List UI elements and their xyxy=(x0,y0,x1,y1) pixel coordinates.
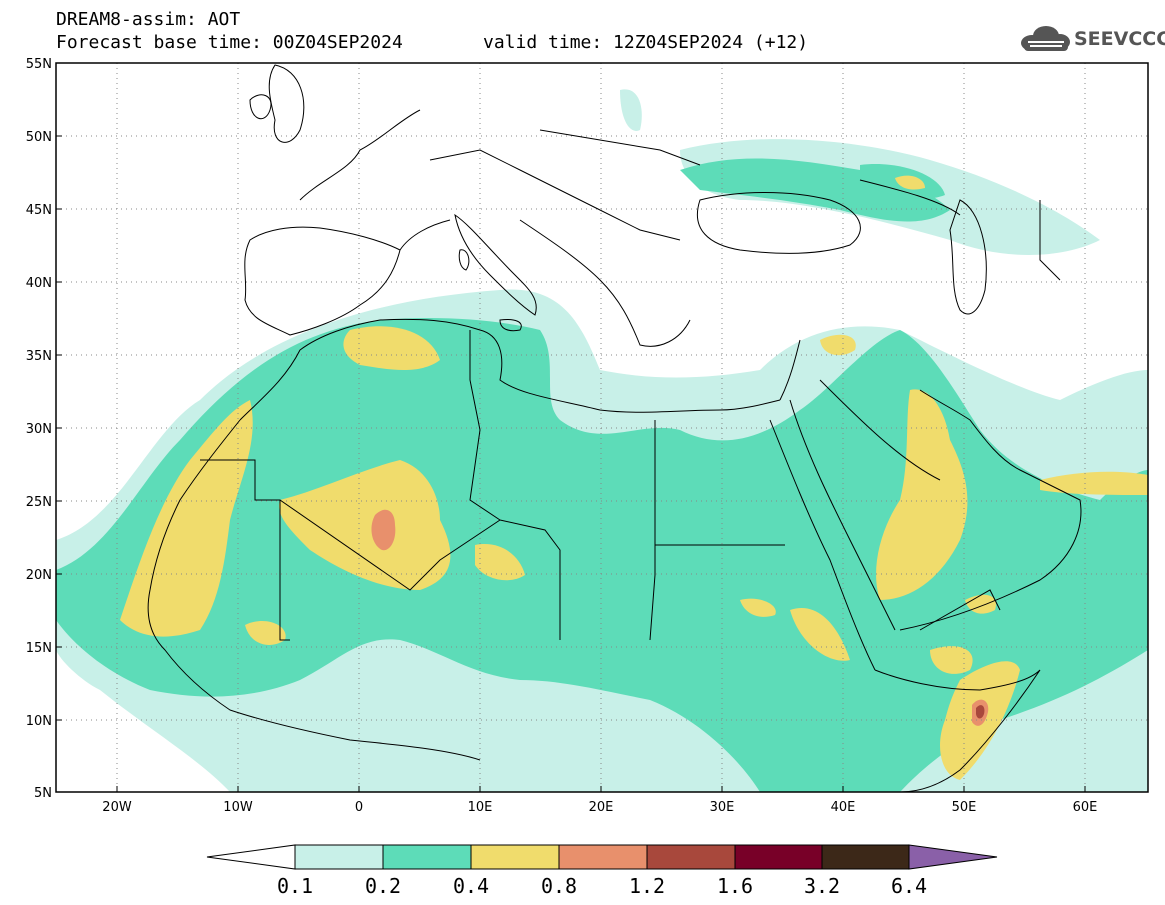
colorbar-over-arrow xyxy=(908,844,998,870)
colorbar-label: 0.4 xyxy=(453,874,489,898)
cloud-icon xyxy=(1021,26,1070,51)
coastlines xyxy=(147,64,1082,792)
lat-label: 30N xyxy=(26,422,52,437)
lon-label: 10W xyxy=(223,800,253,815)
colorbar-swatch xyxy=(646,844,736,870)
colorbar-swatch xyxy=(734,844,823,870)
valid-time: valid time: 12Z04SEP2024 (+12) xyxy=(483,32,809,53)
colorbar-labels: 0.1 0.2 0.4 0.8 1.2 1.6 3.2 6.4 xyxy=(277,874,927,898)
colorbar-swatch xyxy=(382,844,472,870)
lon-label: 50E xyxy=(952,800,977,815)
longitude-labels: 20W 10W 0 10E 20E 30E 40E 50E 60E xyxy=(102,800,1097,815)
colorbar-label: 0.2 xyxy=(365,874,401,898)
colorbar-label: 0.1 xyxy=(277,874,313,898)
lon-label: 60E xyxy=(1073,800,1098,815)
logo-text: SEEVCCC xyxy=(1074,28,1165,50)
lon-label: 20W xyxy=(102,800,132,815)
colorbar-swatch xyxy=(558,844,648,870)
lat-label: 50N xyxy=(26,130,52,145)
colorbar-swatch xyxy=(470,844,560,870)
lon-label: 20E xyxy=(589,800,614,815)
lat-label: 35N xyxy=(26,349,52,364)
aot-field xyxy=(56,89,1148,792)
latitude-labels: 55N 50N 45N 40N 35N 30N 25N 20N 15N 10N … xyxy=(26,57,52,801)
lat-label: 40N xyxy=(26,276,52,291)
colorbar xyxy=(206,844,998,870)
colorbar-label: 1.2 xyxy=(629,874,665,898)
axis-ticks xyxy=(56,135,1086,792)
lat-label: 25N xyxy=(26,495,52,510)
lat-label: 15N xyxy=(26,641,52,656)
lon-label: 30E xyxy=(710,800,735,815)
colorbar-label: 3.2 xyxy=(804,874,840,898)
forecast-base-time: Forecast base time: 00Z04SEP2024 xyxy=(56,32,403,53)
lat-label: 5N xyxy=(34,786,52,801)
colorbar-label: 0.8 xyxy=(541,874,577,898)
map-title: DREAM8-assim: AOT xyxy=(56,9,241,30)
lon-label: 0 xyxy=(355,800,363,815)
lon-label: 40E xyxy=(831,800,856,815)
colorbar-label: 1.6 xyxy=(717,874,753,898)
colorbar-swatch xyxy=(294,844,384,870)
lon-label: 10E xyxy=(468,800,493,815)
lat-label: 10N xyxy=(26,714,52,729)
lat-label: 45N xyxy=(26,203,52,218)
colorbar-label: 6.4 xyxy=(891,874,927,898)
colorbar-under-arrow xyxy=(206,844,296,870)
lat-label: 20N xyxy=(26,568,52,583)
colorbar-swatch xyxy=(821,844,910,870)
lat-label: 55N xyxy=(26,57,52,72)
